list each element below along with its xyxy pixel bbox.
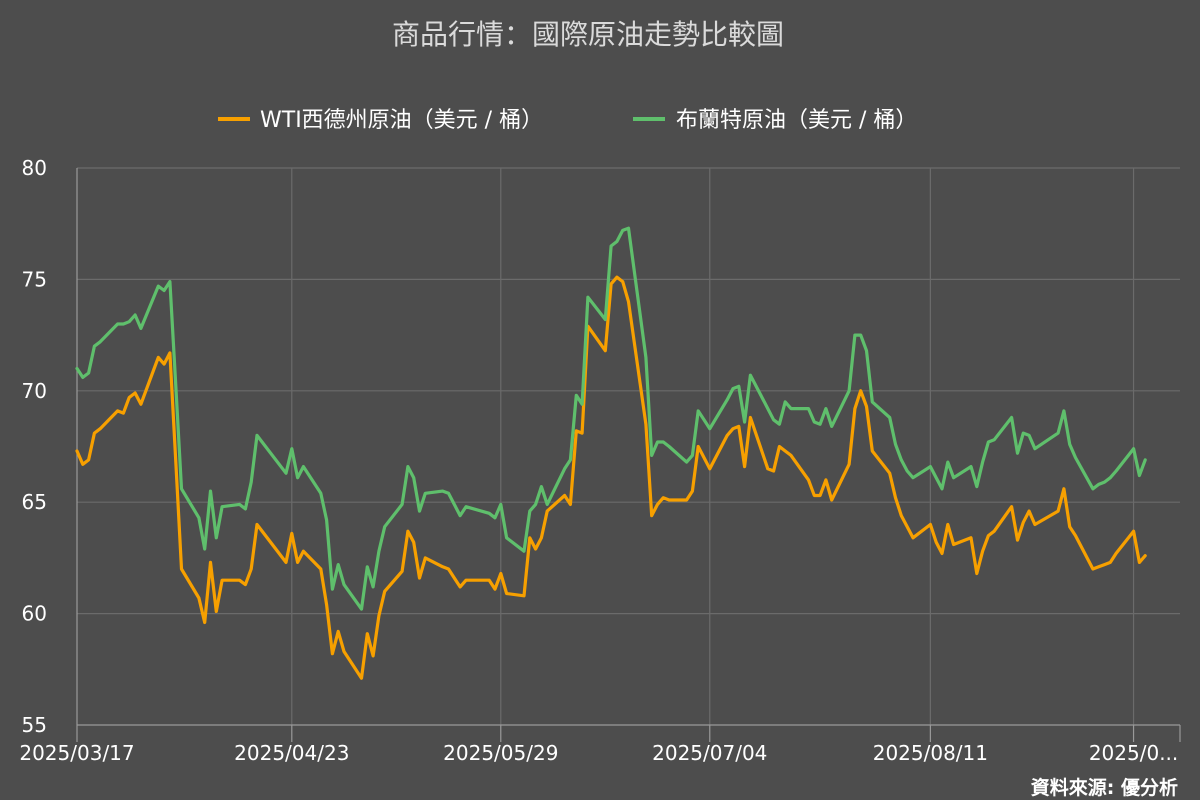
- y-tick-label: 80: [22, 156, 47, 180]
- source-note: 資料來源: 優分析: [1031, 776, 1178, 799]
- legend-label-brent: 布蘭特原油（美元 / 桶）: [676, 108, 917, 133]
- y-tick-label: 70: [22, 379, 47, 403]
- series-line-wti: [75, 275, 1147, 680]
- series-line-brent: [75, 226, 1147, 611]
- y-tick-label: 60: [22, 602, 47, 626]
- axes: 55 60 65 70 75 80 2025/03/17 2025/04/23 2025/05/…: [19, 156, 1181, 765]
- grid-lines: [77, 167, 1180, 725]
- chart-title: 商品行情：國際原油走勢比較圖: [392, 18, 784, 51]
- chart-legend: WTI西德州原油（美元 / 桶） 布蘭特原油（美元 / 桶）: [218, 108, 917, 133]
- x-tick-label: 2025/07/04: [652, 741, 767, 765]
- x-tick-label: 2025/05/29: [443, 741, 558, 765]
- series-lines: [75, 226, 1147, 680]
- x-tick-label: 2025/03/17: [19, 741, 134, 765]
- x-tick-label: 2025/0...: [1089, 741, 1178, 765]
- x-tick-label: 2025/08/11: [873, 741, 988, 765]
- y-tick-label: 75: [22, 267, 47, 291]
- x-tick-label: 2025/04/23: [234, 741, 349, 765]
- legend-label-wti: WTI西德州原油（美元 / 桶）: [260, 108, 543, 133]
- y-tick-label: 55: [22, 713, 47, 737]
- y-tick-label: 65: [22, 490, 47, 514]
